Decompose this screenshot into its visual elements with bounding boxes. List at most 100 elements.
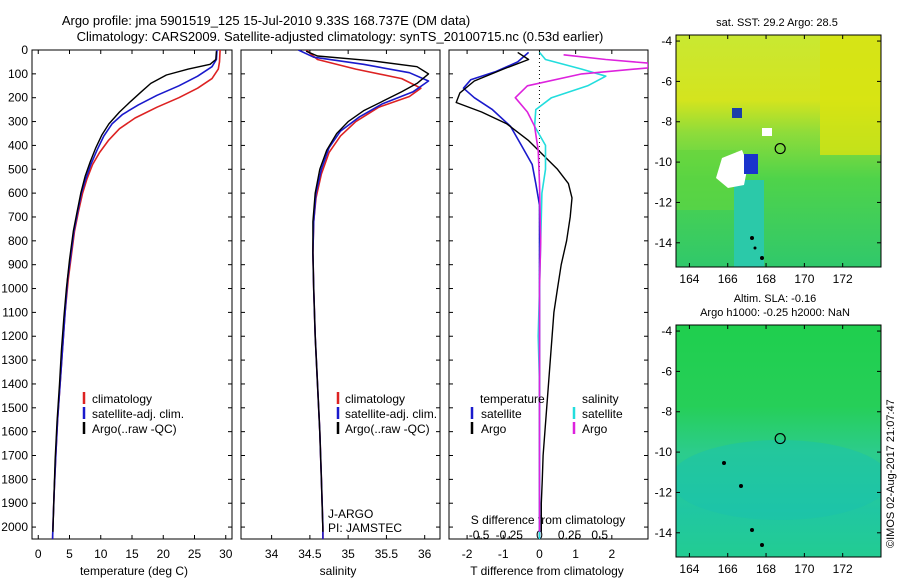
temperature-series [51,50,221,539]
x-tick-label: 34.5 [298,547,322,561]
legend-temperature-heading: temperature [480,392,545,406]
legend-argo-label: Argo(..raw -QC) [345,422,430,436]
sla-map-axes: 164 166 168 170 172 -4 -6 -8 -10 -12 -14 [655,324,881,576]
map-x-tick-label: 172 [833,272,853,286]
series-line-t-satellite [462,51,541,539]
map-y-tick-label: -14 [655,526,673,540]
series-line-satellite-adj-clim- [51,50,218,539]
depth-tick-label: 200 [8,91,28,105]
map-y-tick-label: -8 [661,405,672,419]
x-tick-label: 0 [536,547,543,561]
x-tick-label: 2 [608,547,615,561]
map-y-tick-label: -10 [655,155,673,169]
figure-title-line1: Argo profile: jma 5901519_125 15-Jul-201… [62,13,470,28]
series-line-s-satellite [533,51,607,539]
depth-tick-label: 600 [8,186,28,200]
salinity-panel-frame [240,49,441,540]
x-tick-label: 20 [157,547,171,561]
map-y-tick-label: -8 [661,115,672,129]
sst-channel [734,180,764,267]
depth-tick-label: 500 [8,162,28,176]
sst-warm-patch [820,35,881,155]
sla-argo-position-marker [774,432,786,445]
x-tick-label: 5 [66,547,73,561]
x-tick-label: 36 [418,547,432,561]
depth-tick-label: 400 [8,138,28,152]
x-tick-label: 35.5 [375,547,399,561]
x-tick-label: 25 [188,547,202,561]
depth-tick-label: 300 [8,115,28,129]
map-y-tick-label: -4 [661,34,672,48]
depth-tick-label: 1300 [1,353,28,367]
s-difference-x-axis: -0.5-0.2500.250.5 [469,528,609,542]
credit-pi: PI: JAMSTEC [328,521,402,535]
series-line-climatology [305,50,422,539]
legend-t-argo-label: Argo [481,422,507,436]
legend-s-argo-label: Argo [582,422,608,436]
legend-argo-label: Argo(..raw -QC) [92,422,177,436]
credit-project: J-ARGO [328,507,373,521]
map-y-tick-label: -12 [655,195,673,209]
temperature-panel-frame [31,49,233,540]
series-line-satellite-adj-clim- [298,50,430,539]
map-x-tick-label: 172 [833,562,853,576]
sst-map-frame [675,34,882,268]
depth-tick-label: 100 [8,67,28,81]
map-y-tick-label: -14 [655,236,673,250]
sst-argo-position-marker [774,142,786,155]
sst-cold-pixel [744,154,758,174]
salinity-legend: climatology satellite-adj. clim. Argo(..… [336,392,437,436]
depth-tick-label: 1100 [2,305,28,319]
legend-climatology-label: climatology [92,392,152,406]
sst-cold-pixel-2 [732,108,742,118]
map-x-tick-label: 168 [756,562,776,576]
series-line-s-argo [514,54,648,532]
map-y-tick-label: -6 [661,74,672,88]
series-line-climatology [51,50,221,539]
t-difference-axis-label: T difference from climatology [470,564,624,578]
sla-island-dot [750,528,754,532]
map-x-tick-label: 168 [756,272,776,286]
x-tick-label: 10 [94,547,108,561]
figure-title-line2: Climatology: CARS2009. Satellite-adjuste… [77,29,604,44]
map-y-tick-label: -10 [655,445,673,459]
map-y-tick-label: -4 [661,324,672,338]
sst-island-dot [760,256,764,260]
map-x-tick-label: 166 [718,272,738,286]
temperature-legend: climatology satellite-adj. clim. Argo(..… [82,392,184,436]
legend-t-satellite-label: satellite [481,407,522,421]
sla-map-title-line2: Argo h1000: -0.25 h2000: NaN [700,307,850,319]
map-y-tick-label: -6 [661,364,672,378]
sst-map-axes: 164 166 168 170 172 -4 -6 -8 -10 -12 -14 [655,34,881,286]
temperature-axis-label: temperature (deg C) [80,564,188,578]
map-y-tick-label: -12 [655,485,673,499]
depth-tick-label: 1200 [1,329,28,343]
legend-satellite-label: satellite-adj. clim. [345,407,437,421]
depth-tick-label: 1900 [1,496,28,510]
sst-mask-pixel [762,128,772,136]
x-tick-label: 35 [341,547,355,561]
depth-tick-label: 1500 [1,401,28,415]
sla-map [676,325,881,557]
sst-island-dot [750,236,754,240]
x-tick-label: 30 [219,547,233,561]
depth-tick-label: 1800 [1,472,28,486]
temperature-x-axis: 0 5 10 15 20 25 30 [35,50,233,561]
map-x-tick-label: 166 [718,562,738,576]
depth-tick-label: 0 [21,43,28,57]
depth-tick-label: 800 [8,234,28,248]
imos-watermark: ©IMOS 02-Aug-2017 21:07:47 [885,399,897,548]
depth-tick-label: 2000 [1,520,28,534]
x-tick-label: 34 [265,547,279,561]
depth-tick-label: 1400 [1,377,28,391]
sla-island-dot [760,543,764,547]
sla-island-dot [739,484,743,488]
sla-map-title-line1: Altim. SLA: -0.16 [734,293,817,305]
x-tick-label: -2 [462,547,473,561]
legend-s-satellite-label: satellite [582,407,623,421]
map-x-tick-label: 164 [679,272,699,286]
difference-panel-frame [448,49,649,540]
legend-climatology-label: climatology [345,392,405,406]
x-tick-label: 0 [35,547,42,561]
